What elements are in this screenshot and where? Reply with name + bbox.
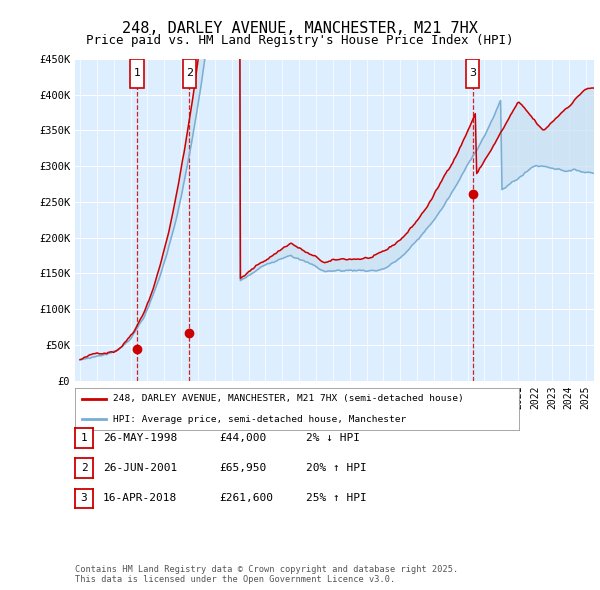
Text: 2: 2: [185, 68, 193, 78]
Text: £261,600: £261,600: [219, 493, 273, 503]
Text: £44,000: £44,000: [219, 433, 266, 442]
Text: 248, DARLEY AVENUE, MANCHESTER, M21 7HX (semi-detached house): 248, DARLEY AVENUE, MANCHESTER, M21 7HX …: [113, 394, 463, 403]
Text: 16-APR-2018: 16-APR-2018: [103, 493, 178, 503]
Text: 20% ↑ HPI: 20% ↑ HPI: [306, 463, 367, 473]
Text: £65,950: £65,950: [219, 463, 266, 473]
Text: 25% ↑ HPI: 25% ↑ HPI: [306, 493, 367, 503]
Text: 248, DARLEY AVENUE, MANCHESTER, M21 7HX: 248, DARLEY AVENUE, MANCHESTER, M21 7HX: [122, 21, 478, 36]
Text: 1: 1: [134, 68, 140, 78]
Text: 26-MAY-1998: 26-MAY-1998: [103, 433, 178, 442]
FancyBboxPatch shape: [130, 59, 144, 87]
Text: 2: 2: [80, 463, 88, 473]
Text: 3: 3: [80, 493, 88, 503]
Text: 1: 1: [80, 433, 88, 443]
Text: HPI: Average price, semi-detached house, Manchester: HPI: Average price, semi-detached house,…: [113, 415, 406, 424]
Text: Contains HM Land Registry data © Crown copyright and database right 2025.
This d: Contains HM Land Registry data © Crown c…: [75, 565, 458, 584]
Text: 26-JUN-2001: 26-JUN-2001: [103, 463, 178, 473]
FancyBboxPatch shape: [182, 59, 196, 87]
Text: 2% ↓ HPI: 2% ↓ HPI: [306, 433, 360, 442]
Text: 3: 3: [469, 68, 476, 78]
FancyBboxPatch shape: [466, 59, 479, 87]
Text: Price paid vs. HM Land Registry's House Price Index (HPI): Price paid vs. HM Land Registry's House …: [86, 34, 514, 47]
